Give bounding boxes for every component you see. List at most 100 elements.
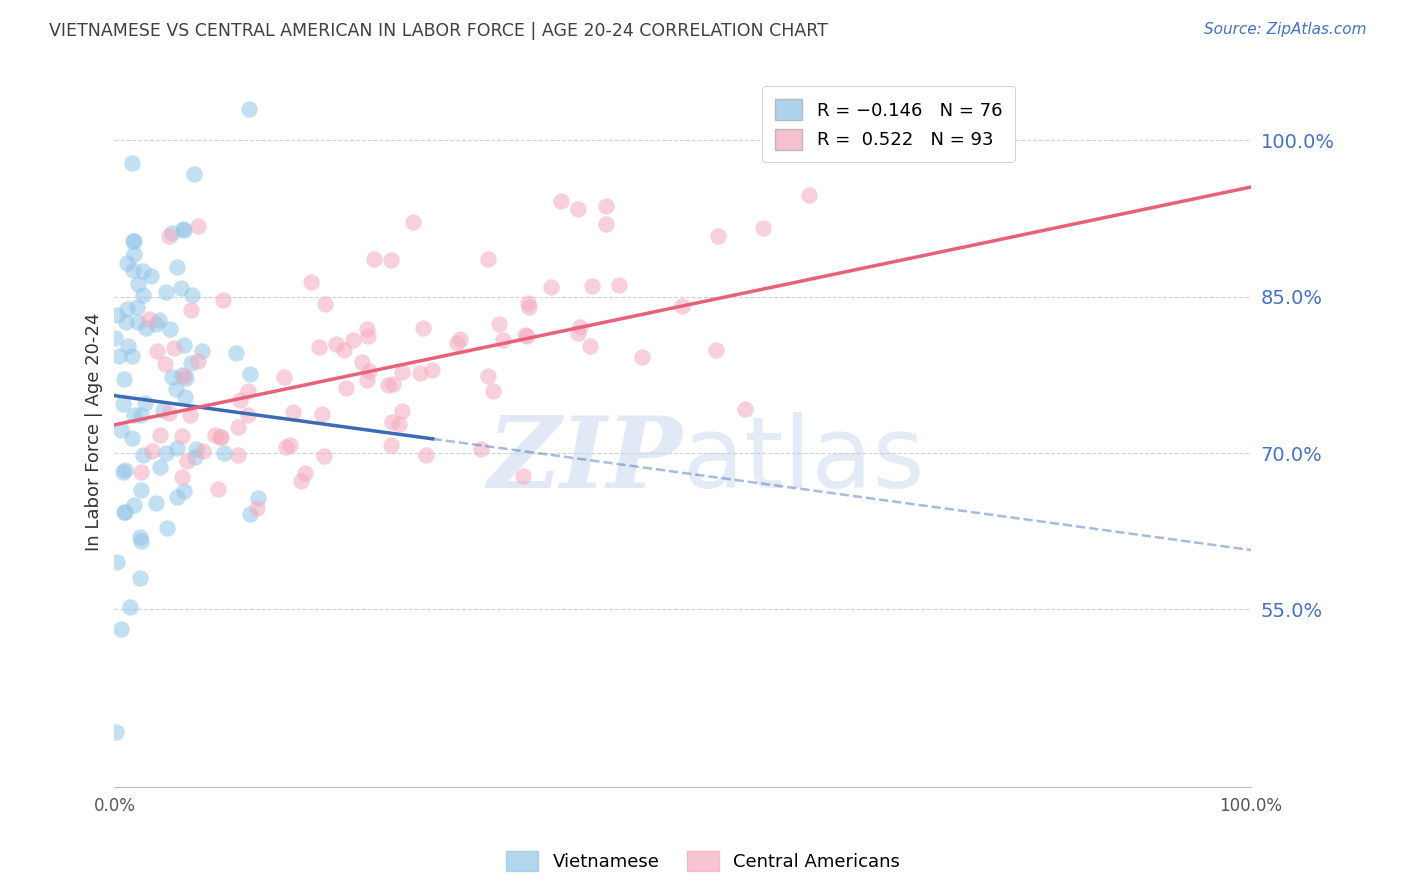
Point bbox=[420, 363, 443, 377]
Point bbox=[226, 448, 249, 462]
Point bbox=[333, 343, 356, 357]
Point bbox=[550, 194, 572, 208]
Point bbox=[149, 428, 172, 442]
Point bbox=[274, 440, 297, 454]
Point bbox=[138, 311, 160, 326]
Point bbox=[122, 408, 145, 422]
Point bbox=[595, 199, 617, 213]
Point bbox=[187, 219, 209, 234]
Text: VIETNAMESE VS CENTRAL AMERICAN IN LABOR FORCE | AGE 20-24 CORRELATION CHART: VIETNAMESE VS CENTRAL AMERICAN IN LABOR … bbox=[49, 22, 828, 40]
Point bbox=[278, 438, 301, 452]
Point bbox=[512, 469, 534, 483]
Point bbox=[352, 355, 374, 369]
Point bbox=[314, 449, 336, 463]
Point bbox=[110, 423, 132, 437]
Point bbox=[179, 409, 201, 423]
Point bbox=[391, 403, 413, 417]
Point bbox=[325, 337, 347, 351]
Point bbox=[595, 217, 617, 231]
Point bbox=[412, 321, 434, 335]
Point bbox=[141, 444, 163, 458]
Point bbox=[226, 419, 249, 434]
Point bbox=[671, 299, 693, 313]
Legend: Vietnamese, Central Americans: Vietnamese, Central Americans bbox=[498, 844, 908, 879]
Point bbox=[449, 332, 471, 346]
Point bbox=[567, 326, 589, 341]
Point bbox=[112, 505, 135, 519]
Point bbox=[402, 215, 425, 229]
Point bbox=[118, 600, 141, 615]
Point bbox=[129, 530, 152, 544]
Point bbox=[181, 288, 204, 302]
Point bbox=[191, 343, 214, 358]
Text: Source: ZipAtlas.com: Source: ZipAtlas.com bbox=[1204, 22, 1367, 37]
Point bbox=[170, 281, 193, 295]
Point bbox=[299, 275, 322, 289]
Point bbox=[166, 491, 188, 505]
Point bbox=[148, 313, 170, 327]
Point bbox=[187, 354, 209, 368]
Point bbox=[122, 498, 145, 512]
Point bbox=[488, 318, 510, 332]
Point bbox=[356, 322, 378, 336]
Point bbox=[516, 296, 538, 310]
Point bbox=[173, 368, 195, 383]
Text: atlas: atlas bbox=[683, 412, 924, 509]
Point bbox=[492, 333, 515, 347]
Point bbox=[157, 229, 180, 244]
Point bbox=[797, 188, 820, 202]
Point bbox=[239, 367, 262, 381]
Point bbox=[314, 297, 336, 311]
Point bbox=[184, 450, 207, 465]
Point bbox=[145, 496, 167, 510]
Point bbox=[207, 482, 229, 496]
Point bbox=[209, 430, 232, 444]
Point bbox=[172, 469, 194, 483]
Point bbox=[482, 384, 505, 399]
Point bbox=[579, 339, 602, 353]
Point bbox=[172, 222, 194, 236]
Point bbox=[173, 484, 195, 499]
Point bbox=[377, 378, 399, 392]
Point bbox=[131, 483, 153, 497]
Point bbox=[122, 234, 145, 248]
Point bbox=[105, 725, 128, 739]
Point bbox=[519, 301, 541, 315]
Point bbox=[121, 349, 143, 363]
Point bbox=[273, 370, 295, 384]
Point bbox=[135, 321, 157, 335]
Point bbox=[111, 397, 134, 411]
Point bbox=[356, 373, 378, 387]
Point bbox=[707, 229, 730, 244]
Point bbox=[381, 376, 404, 391]
Point bbox=[114, 463, 136, 477]
Point bbox=[156, 520, 179, 534]
Point bbox=[162, 226, 184, 240]
Point bbox=[569, 320, 592, 334]
Point bbox=[117, 339, 139, 353]
Point bbox=[121, 263, 143, 277]
Point bbox=[129, 534, 152, 549]
Point bbox=[335, 381, 357, 395]
Point bbox=[172, 429, 194, 443]
Point bbox=[409, 366, 432, 380]
Point bbox=[446, 336, 468, 351]
Point bbox=[211, 293, 233, 308]
Point bbox=[238, 102, 260, 116]
Point bbox=[246, 501, 269, 516]
Point bbox=[146, 344, 169, 359]
Point bbox=[132, 264, 155, 278]
Point bbox=[359, 364, 381, 378]
Point bbox=[127, 315, 149, 329]
Point bbox=[112, 465, 135, 479]
Point bbox=[212, 446, 235, 460]
Point bbox=[129, 408, 152, 422]
Point bbox=[567, 202, 589, 216]
Point bbox=[581, 278, 603, 293]
Point bbox=[132, 288, 155, 302]
Point bbox=[153, 357, 176, 371]
Point bbox=[191, 443, 214, 458]
Point bbox=[342, 333, 364, 347]
Point bbox=[115, 315, 138, 329]
Point bbox=[166, 442, 188, 456]
